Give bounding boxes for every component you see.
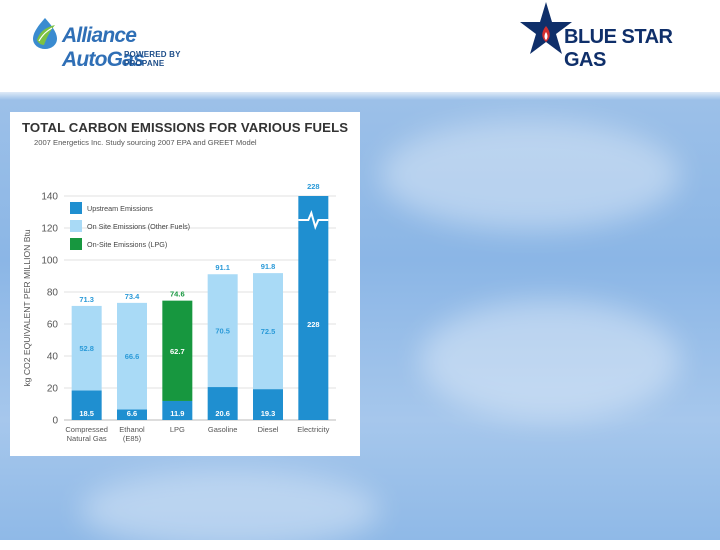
axis-break-marker — [298, 210, 329, 230]
y-axis-label: kg CO2 EQUIVALENT PER MILLION Btu — [22, 229, 32, 387]
x-tick-label: Electricity — [297, 425, 329, 434]
bar-onsite-other — [71, 305, 102, 391]
header-bar — [0, 0, 720, 92]
bar-onsite-other — [207, 274, 238, 388]
chart-plot: 0 20 40 60 80 100 120 140 kg CO2 EQUIVALENT PER … — [22, 182, 336, 443]
bar-upstream — [117, 409, 147, 420]
onsite-label: 66.6 — [125, 352, 140, 361]
total-label: 74.6 — [170, 290, 185, 299]
legend-swatch — [70, 220, 82, 232]
y-tick-label: 140 — [41, 192, 58, 203]
leaf-drop-icon — [33, 18, 57, 49]
total-label: 73.4 — [125, 292, 140, 301]
legend-label: On-Site Emissions (LPG) — [87, 240, 167, 249]
total-label: 71.3 — [79, 295, 94, 304]
legend-swatch — [70, 202, 82, 214]
bar-upstream — [71, 390, 102, 420]
x-tick-label: (E85) — [123, 434, 142, 443]
upstream-label: 11.9 — [170, 409, 184, 418]
upstream-label: 228 — [307, 320, 320, 329]
x-tick-label: Gasoline — [208, 425, 238, 434]
emissions-chart: TOTAL CARBON EMISSIONS FOR VARIOUS FUELS… — [10, 112, 360, 456]
bar-onsite-lpg — [162, 300, 193, 401]
x-tick-label: Ethanol — [119, 425, 145, 434]
x-tick-label: LPG — [170, 425, 185, 434]
total-label: 228 — [307, 182, 320, 191]
onsite-label: 62.7 — [170, 347, 185, 356]
alliance-logo-tagline: POWERED BY PROPANE — [124, 50, 181, 68]
onsite-label: 70.5 — [215, 327, 230, 336]
y-tick-label: 80 — [47, 288, 59, 299]
upstream-label: 6.6 — [127, 409, 137, 418]
total-label: 91.1 — [215, 263, 230, 272]
upstream-label: 19.3 — [261, 409, 276, 418]
y-tick-label: 0 — [52, 416, 58, 427]
upstream-label: 20.6 — [215, 409, 230, 418]
bar-onsite-other — [253, 273, 283, 390]
blue-star-gas-name: BLUE STAR GAS — [564, 26, 673, 71]
x-tick-label: Diesel — [258, 425, 279, 434]
upstream-label: 18.5 — [79, 409, 94, 418]
legend-label: On Site Emissions (Other Fuels) — [87, 222, 190, 231]
y-tick-label: 120 — [41, 224, 58, 235]
legend-swatch — [70, 238, 82, 250]
onsite-label: 52.8 — [79, 344, 94, 353]
y-tick-label: 60 — [47, 320, 59, 331]
total-label: 91.8 — [261, 262, 276, 271]
y-tick-label: 100 — [41, 256, 58, 267]
star-flame-icon — [520, 2, 572, 54]
y-tick-label: 20 — [47, 384, 59, 395]
blue-star-gas-logo: BLUE STAR GAS — [520, 0, 700, 71]
legend-label: Upstream Emissions — [87, 204, 153, 213]
onsite-label: 72.5 — [261, 327, 276, 336]
alliance-autogas-logo: Alliance AutoGas POWERED BY PROPANE — [28, 14, 218, 71]
bar-upstream — [207, 387, 238, 420]
alliance-logo-name: Alliance AutoGas — [62, 24, 145, 71]
bar-upstream — [253, 389, 283, 420]
x-tick-label: Compressed — [65, 425, 108, 434]
y-tick-label: 40 — [47, 352, 59, 363]
bar-upstream — [162, 400, 193, 420]
bar-onsite-other — [117, 302, 147, 410]
chart-subtitle: 2007 Energetics Inc. Study sourcing 2007… — [34, 138, 257, 147]
chart-title: TOTAL CARBON EMISSIONS FOR VARIOUS FUELS — [22, 120, 349, 135]
x-tick-label: Natural Gas — [67, 434, 107, 443]
bar-upstream — [298, 196, 329, 420]
